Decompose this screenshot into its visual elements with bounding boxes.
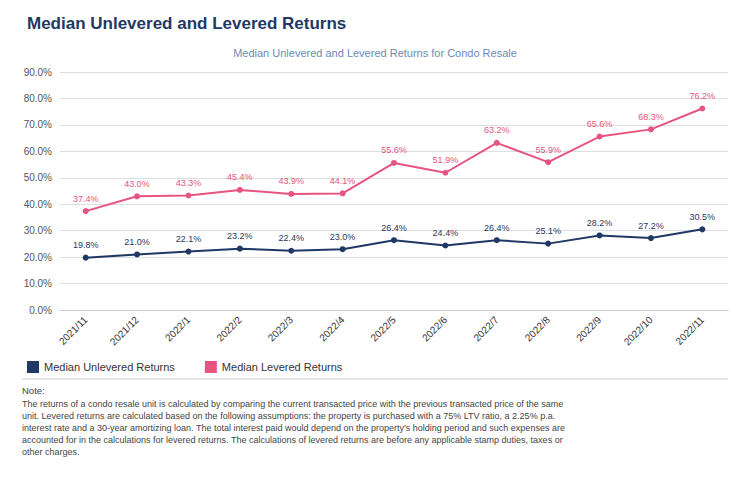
svg-text:55.9%: 55.9% bbox=[535, 145, 561, 155]
svg-text:65.6%: 65.6% bbox=[587, 119, 613, 129]
svg-text:Median Unlevered and Levered R: Median Unlevered and Levered Returns bbox=[27, 14, 346, 33]
svg-text:70.0%: 70.0% bbox=[24, 119, 52, 130]
svg-text:2022/1: 2022/1 bbox=[163, 314, 193, 344]
svg-text:43.9%: 43.9% bbox=[278, 176, 304, 186]
svg-text:2022/2: 2022/2 bbox=[214, 314, 244, 344]
svg-text:2021/12: 2021/12 bbox=[108, 314, 142, 348]
svg-text:43.3%: 43.3% bbox=[176, 178, 202, 188]
svg-text:2022/4: 2022/4 bbox=[317, 314, 347, 344]
svg-text:The returns of a condo resale: The returns of a condo resale unit is ca… bbox=[22, 399, 563, 409]
svg-text:2022/11: 2022/11 bbox=[673, 314, 706, 347]
svg-text:2021/11: 2021/11 bbox=[57, 314, 90, 347]
svg-text:Note:: Note: bbox=[22, 385, 45, 396]
svg-text:60.0%: 60.0% bbox=[24, 146, 52, 157]
svg-text:51.9%: 51.9% bbox=[433, 155, 459, 165]
svg-text:23.2%: 23.2% bbox=[227, 231, 253, 241]
svg-text:2022/10: 2022/10 bbox=[622, 314, 656, 348]
svg-text:68.3%: 68.3% bbox=[638, 112, 664, 122]
svg-text:Median Levered Returns: Median Levered Returns bbox=[222, 361, 343, 373]
svg-text:21.0%: 21.0% bbox=[124, 237, 150, 247]
svg-text:2022/9: 2022/9 bbox=[574, 314, 604, 344]
svg-text:22.1%: 22.1% bbox=[176, 234, 202, 244]
svg-text:interest rate and a 30-year am: interest rate and a 30-year amortizing l… bbox=[22, 423, 565, 433]
svg-text:2022/3: 2022/3 bbox=[266, 314, 296, 344]
svg-text:50.0%: 50.0% bbox=[24, 172, 52, 183]
svg-text:23.0%: 23.0% bbox=[330, 232, 356, 242]
svg-text:accounted for in the calculati: accounted for in the calculations for le… bbox=[22, 435, 563, 445]
svg-text:10.0%: 10.0% bbox=[24, 278, 52, 289]
svg-text:22.4%: 22.4% bbox=[278, 233, 304, 243]
svg-text:25.1%: 25.1% bbox=[535, 226, 561, 236]
svg-text:20.0%: 20.0% bbox=[24, 252, 52, 263]
svg-text:40.0%: 40.0% bbox=[24, 199, 52, 210]
svg-text:80.0%: 80.0% bbox=[24, 93, 52, 104]
svg-text:2022/5: 2022/5 bbox=[369, 314, 399, 344]
svg-text:0.0%: 0.0% bbox=[29, 305, 52, 316]
svg-text:2022/8: 2022/8 bbox=[523, 314, 553, 344]
svg-text:2022/7: 2022/7 bbox=[471, 314, 501, 344]
svg-text:27.2%: 27.2% bbox=[638, 221, 664, 231]
svg-text:19.8%: 19.8% bbox=[73, 240, 99, 250]
svg-text:37.4%: 37.4% bbox=[73, 194, 99, 204]
svg-text:26.4%: 26.4% bbox=[484, 223, 510, 233]
svg-text:90.0%: 90.0% bbox=[24, 67, 52, 78]
svg-text:43.0%: 43.0% bbox=[124, 179, 150, 189]
svg-text:Median Unlevered Returns: Median Unlevered Returns bbox=[44, 361, 175, 373]
svg-text:28.2%: 28.2% bbox=[587, 218, 613, 228]
svg-text:other charges.: other charges. bbox=[22, 447, 80, 457]
svg-text:24.4%: 24.4% bbox=[433, 228, 459, 238]
svg-text:2022/6: 2022/6 bbox=[420, 314, 450, 344]
svg-text:unit. Levered returns are calc: unit. Levered returns are calculated bas… bbox=[22, 411, 555, 421]
svg-text:63.2%: 63.2% bbox=[484, 125, 510, 135]
svg-text:76.2%: 76.2% bbox=[690, 91, 716, 101]
svg-text:55.6%: 55.6% bbox=[381, 145, 407, 155]
svg-text:44.1%: 44.1% bbox=[330, 176, 356, 186]
svg-text:30.5%: 30.5% bbox=[690, 212, 716, 222]
svg-text:26.4%: 26.4% bbox=[381, 223, 407, 233]
svg-text:30.0%: 30.0% bbox=[24, 225, 52, 236]
svg-text:Median Unlevered and Levered R: Median Unlevered and Levered Returns for… bbox=[233, 47, 517, 59]
svg-text:45.4%: 45.4% bbox=[227, 172, 253, 182]
